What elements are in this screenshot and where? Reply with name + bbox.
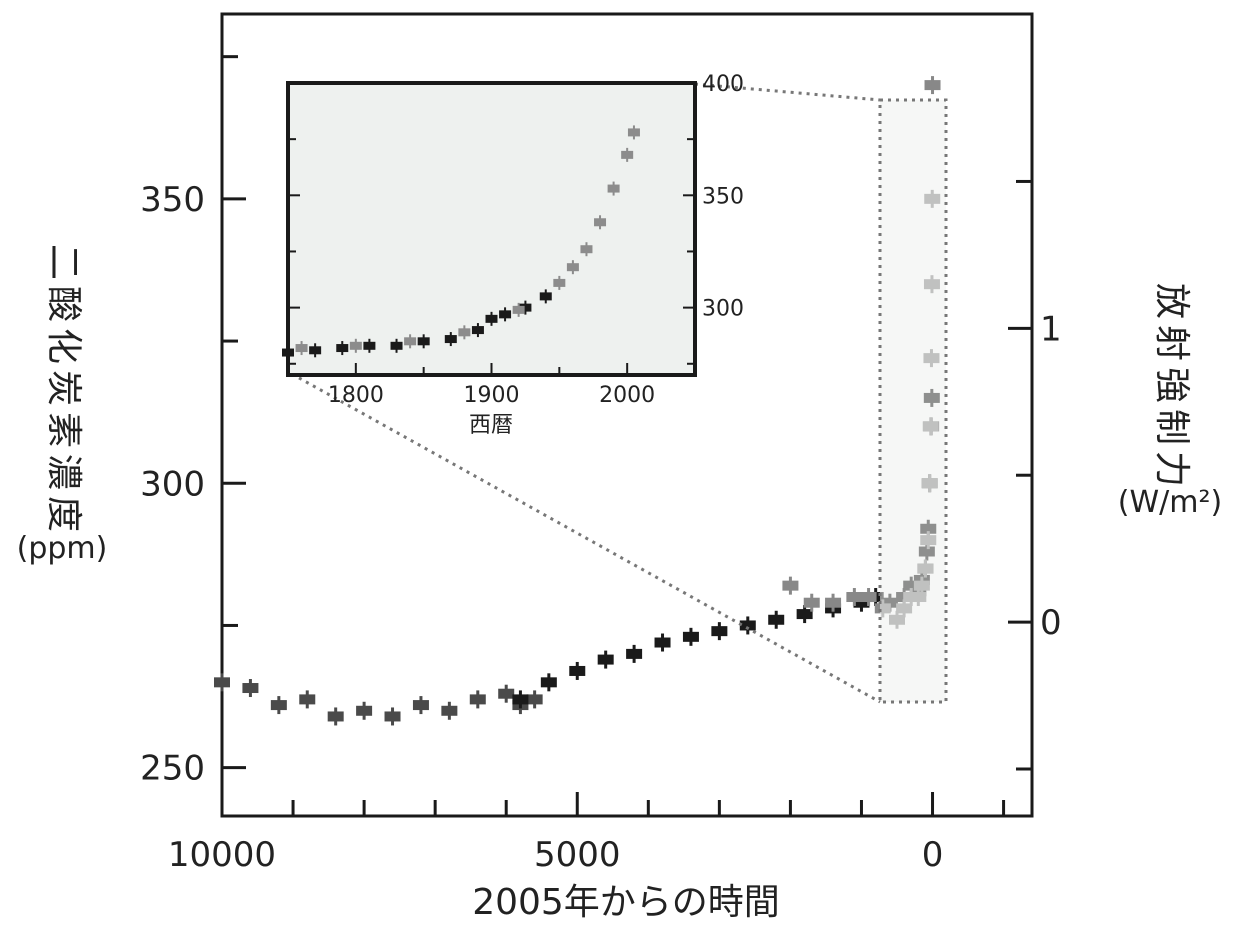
inset-x-tick-label: 1900 [464,383,520,408]
y-axis-title: 二酸化炭素濃度 (ppm) [17,244,108,566]
main-axes: 10000 5000 0 250 300 350 0 1 [140,55,1062,875]
inset-x-axis-title-text: 西暦 [469,413,513,438]
main-x-tick-label: 5000 [534,835,621,875]
inset-x-tick-label: 2000 [599,383,655,408]
inset-plot: 1800 1900 2000 300 350 400 [282,72,744,408]
main-y2-tick-label: 0 [1040,603,1062,643]
inset-plot-frame [286,81,697,377]
x-axis-title-text: 2005年からの時間 [472,882,780,923]
main-x-tick-label: 10000 [168,835,276,875]
y2-axis-title-text: 放射強制力 [1151,283,1192,493]
inset-x-tick-label: 1800 [328,383,384,408]
main-y-tick-label: 350 [140,180,205,220]
inset-y-tick-label: 300 [702,297,744,322]
inset-x-axis-title: 西暦 [469,413,513,438]
zoom-region [878,98,948,704]
inset-axes: 1800 1900 2000 300 350 400 [287,72,744,408]
zoom-connectors [291,82,948,704]
inset-data-marks [282,125,640,360]
y2-axis-unit: (W/m²) [1118,485,1222,520]
main-x-tick-label: 0 [922,835,944,875]
zoom-connector-top [694,82,881,102]
inset-y-tick-label: 400 [702,72,744,97]
x-axis-title: 2005年からの時間 [472,882,780,923]
inset-y-tick-label: 350 [702,184,744,209]
main-y2-tick-label: 1 [1040,309,1062,349]
main-y-tick-label: 250 [140,749,205,789]
y-axis-unit: (ppm) [17,531,108,566]
zoom-connector-bottom [291,372,881,704]
y-axis-title-text: 二酸化炭素濃度 [43,244,84,538]
y2-axis-title: 放射強制力 (W/m²) [1118,283,1222,520]
main-y-tick-label: 300 [140,464,205,504]
